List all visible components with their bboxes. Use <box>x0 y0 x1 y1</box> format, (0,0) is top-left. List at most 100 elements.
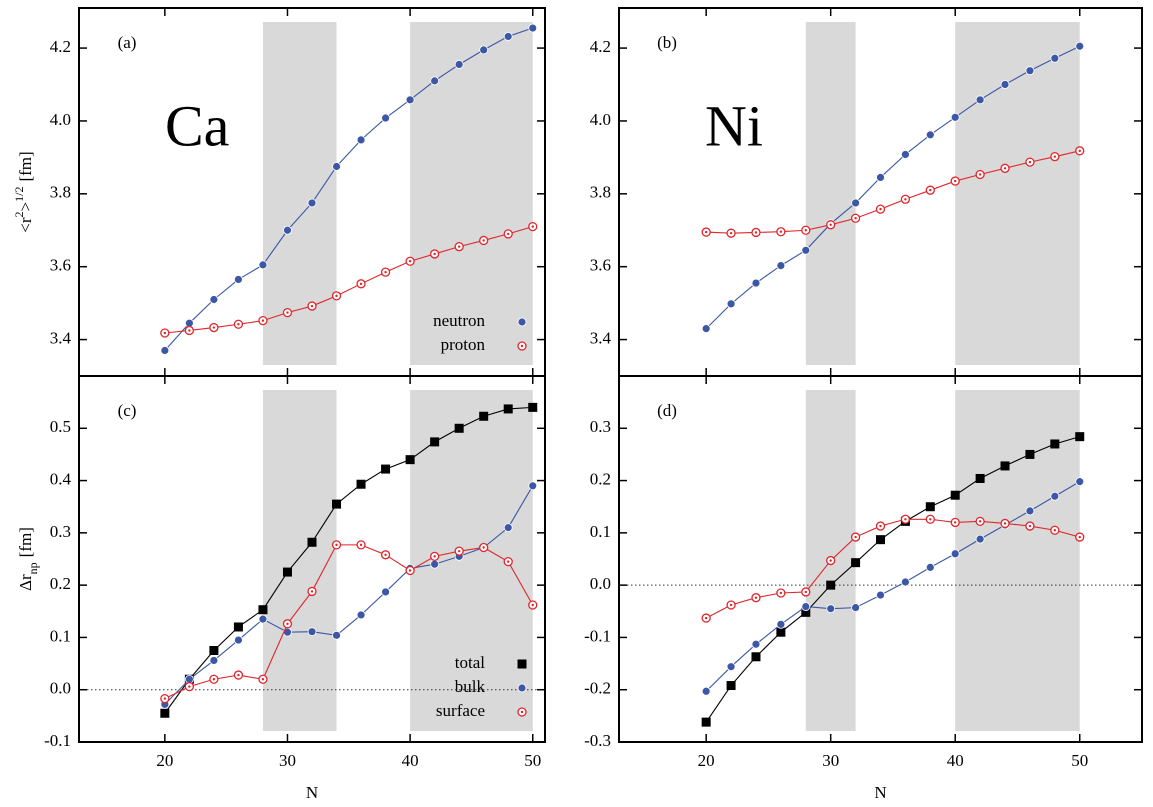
y-tick-label: -0.3 <box>584 731 611 750</box>
marker <box>1000 163 1010 173</box>
marker <box>429 249 440 259</box>
y-tick-label: 3.6 <box>590 256 611 275</box>
marker <box>876 590 885 600</box>
legend-label: total <box>455 653 485 672</box>
marker-dot <box>457 549 461 553</box>
marker <box>1075 432 1085 442</box>
marker-dot <box>520 344 524 348</box>
y-tick-label: 0.3 <box>590 417 611 436</box>
marker-dot <box>212 678 216 681</box>
shaded-region <box>805 22 856 365</box>
marker-dot <box>457 245 461 248</box>
marker <box>801 607 811 617</box>
marker <box>1025 506 1035 516</box>
series-line <box>164 485 534 705</box>
y-axis-label-part: 2 <box>12 211 26 217</box>
shaded-region <box>410 22 533 365</box>
marker <box>258 674 268 684</box>
marker <box>776 619 786 629</box>
marker-dot <box>978 520 982 523</box>
marker <box>503 32 513 41</box>
marker-dot <box>729 603 733 607</box>
series-line <box>164 226 533 334</box>
x-axis-label: N <box>874 783 886 802</box>
x-tick-label: 20 <box>698 751 715 770</box>
marker-dot <box>482 239 485 242</box>
marker-dot <box>188 329 191 332</box>
marker-dot <box>829 559 832 562</box>
marker <box>160 693 170 704</box>
series-line <box>164 544 534 700</box>
marker-dot <box>854 535 857 539</box>
marker <box>850 213 861 223</box>
x-tick-label: 30 <box>279 751 296 770</box>
marker <box>925 185 935 195</box>
marker <box>776 627 786 637</box>
marker-dot <box>829 223 832 226</box>
series-line <box>705 518 1080 619</box>
marker-dot <box>531 225 534 228</box>
marker-dot <box>507 232 510 236</box>
element-label: Ca <box>165 93 229 158</box>
marker-dot <box>904 198 907 201</box>
marker <box>901 150 910 159</box>
y-axis-label-part: np <box>26 562 40 574</box>
marker <box>258 315 268 326</box>
legend-label: surface <box>436 701 485 720</box>
x-axis-label: N <box>306 783 318 802</box>
marker <box>826 604 836 614</box>
marker-dot <box>212 326 216 329</box>
marker-dot <box>1053 529 1057 532</box>
marker <box>826 580 836 590</box>
y-tick-label: 3.4 <box>590 328 612 347</box>
marker <box>876 535 885 545</box>
y-tick-label: 0.5 <box>50 417 71 436</box>
marker-dot <box>163 697 167 700</box>
marker <box>331 291 342 301</box>
marker-dot <box>237 673 240 677</box>
shaded-region <box>955 390 1080 731</box>
marker <box>1050 491 1060 501</box>
marker <box>950 176 960 186</box>
marker <box>726 299 736 309</box>
marker <box>751 652 761 662</box>
marker <box>900 194 911 204</box>
marker-dot <box>1028 160 1032 164</box>
marker <box>925 562 935 572</box>
marker <box>503 556 513 567</box>
marker <box>801 225 811 235</box>
y-tick-label: 3.8 <box>590 183 611 202</box>
marker-dot <box>286 311 289 314</box>
y-tick-label: 4.0 <box>50 110 71 129</box>
marker <box>503 523 513 533</box>
marker <box>307 627 317 637</box>
marker <box>776 261 786 271</box>
marker-dot <box>879 207 882 211</box>
marker-dot <box>261 319 265 322</box>
marker <box>517 659 527 669</box>
marker <box>975 534 985 544</box>
marker <box>405 95 415 105</box>
series-line <box>705 481 1081 692</box>
marker <box>184 681 195 692</box>
legend-label: proton <box>441 335 486 354</box>
marker <box>380 267 391 277</box>
marker <box>701 717 711 727</box>
marker <box>258 260 268 270</box>
x-tick-label: 40 <box>402 751 419 770</box>
marker <box>1050 152 1060 162</box>
marker <box>701 686 711 696</box>
marker <box>209 674 219 684</box>
marker-dot <box>384 270 387 274</box>
marker-dot <box>704 616 708 620</box>
marker <box>160 328 170 338</box>
marker <box>751 593 761 603</box>
marker <box>726 662 736 672</box>
marker <box>356 279 366 289</box>
marker <box>1000 461 1010 471</box>
element-label: Ni <box>705 93 763 158</box>
marker <box>801 587 811 597</box>
marker <box>258 605 268 615</box>
marker <box>209 295 219 304</box>
